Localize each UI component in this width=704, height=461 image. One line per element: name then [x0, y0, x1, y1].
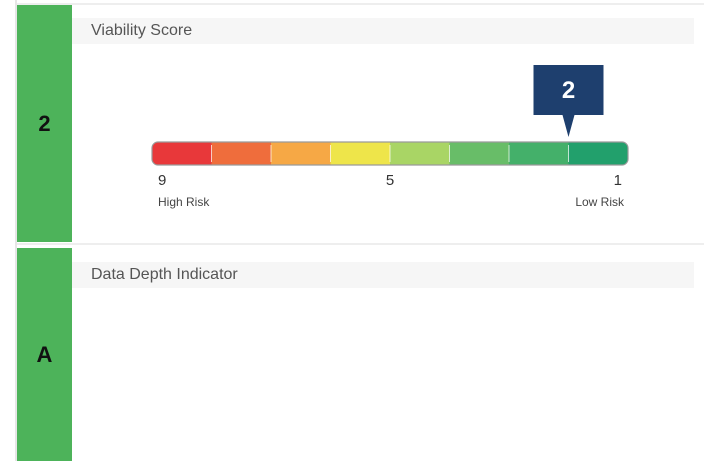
- gauge-segment: [211, 142, 271, 165]
- score-value: 2: [562, 77, 575, 104]
- gauge-segment: [152, 142, 212, 165]
- depth-badge: A: [17, 248, 72, 461]
- gauge-outline: [151, 141, 629, 166]
- separator: [17, 3, 704, 5]
- left-edge: [15, 0, 17, 461]
- end-label: Low Risk: [575, 195, 625, 209]
- tick-label: 5: [386, 172, 394, 189]
- gauge-segment: [330, 142, 390, 165]
- tick-label: 1: [614, 172, 622, 189]
- score-badge: 2: [17, 5, 72, 242]
- separator: [17, 243, 704, 245]
- gauge-segment: [449, 142, 509, 165]
- gauge-segment: [271, 142, 331, 165]
- tick-label: 9: [158, 172, 166, 189]
- gauge-segment: [390, 142, 450, 165]
- start-label: High Risk: [158, 195, 210, 209]
- section-header: Viability Score: [72, 18, 694, 44]
- gauge-segment: [568, 142, 628, 165]
- gauge-segment: [509, 142, 569, 165]
- score-marker: [533, 65, 604, 137]
- section-header: Data Depth Indicator: [72, 262, 694, 288]
